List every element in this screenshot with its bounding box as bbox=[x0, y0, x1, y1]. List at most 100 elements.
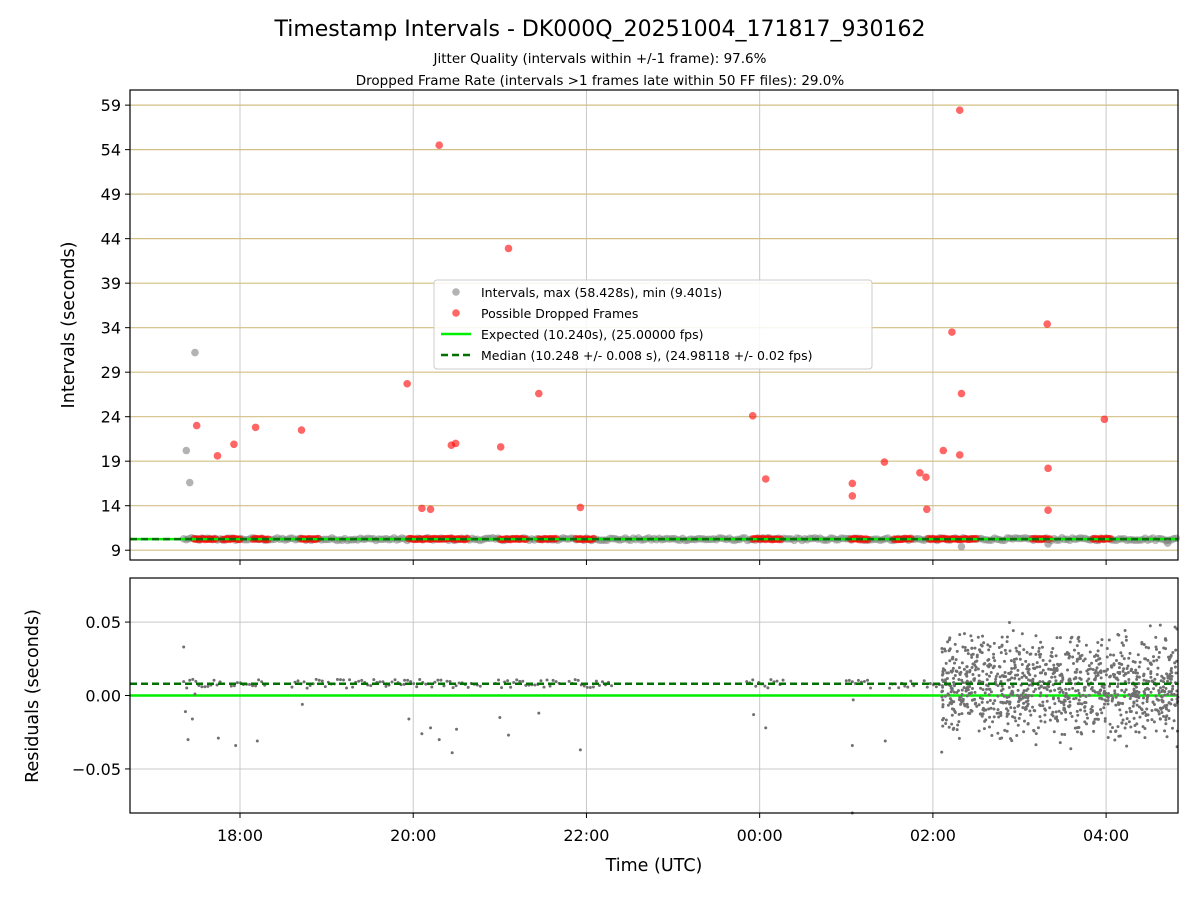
residual-point bbox=[1098, 657, 1102, 661]
residual-point bbox=[928, 682, 932, 686]
residual-point bbox=[1173, 661, 1177, 665]
dropped-frame-point bbox=[1044, 506, 1052, 514]
residual-point bbox=[970, 655, 974, 659]
residual-point bbox=[1081, 659, 1085, 663]
residual-point bbox=[345, 686, 349, 690]
intervals-y-tick-label: 24 bbox=[101, 408, 121, 427]
residual-point bbox=[1025, 650, 1029, 654]
dropped-frame-point bbox=[948, 328, 956, 336]
residual-point bbox=[1151, 655, 1155, 659]
residual-point bbox=[1029, 713, 1033, 717]
residual-point bbox=[200, 685, 204, 689]
residual-point bbox=[1015, 734, 1019, 738]
residual-point bbox=[1110, 726, 1114, 730]
residual-point bbox=[975, 655, 979, 659]
residual-point bbox=[992, 656, 996, 660]
residual-point bbox=[1045, 699, 1049, 703]
residual-point bbox=[1174, 648, 1178, 652]
residual-point bbox=[1059, 680, 1063, 684]
residual-point bbox=[302, 680, 306, 684]
residuals-y-tick-label: −0.05 bbox=[72, 760, 121, 779]
dropped-frame-point bbox=[955, 106, 964, 115]
residual-point bbox=[1026, 702, 1030, 706]
residual-point bbox=[1137, 705, 1141, 709]
residual-point bbox=[754, 684, 758, 688]
residual-point bbox=[182, 680, 186, 684]
residual-point bbox=[1070, 715, 1074, 719]
residual-point bbox=[1169, 689, 1173, 693]
residual-point bbox=[1093, 717, 1097, 721]
residual-point bbox=[1084, 643, 1088, 647]
residual-point bbox=[1131, 671, 1135, 675]
residual-point bbox=[970, 698, 974, 702]
residual-point bbox=[1061, 678, 1065, 682]
residual-point bbox=[348, 678, 352, 682]
residual-point bbox=[445, 679, 449, 683]
residual-point bbox=[1134, 671, 1138, 675]
residual-point bbox=[1105, 655, 1109, 659]
residual-point bbox=[940, 690, 944, 694]
residual-point bbox=[1020, 675, 1024, 679]
dropped-frame-point bbox=[535, 389, 543, 398]
residual-point bbox=[1154, 647, 1158, 651]
residual-point bbox=[1140, 708, 1144, 712]
residual-point bbox=[1069, 747, 1073, 751]
legend-median: Median (10.248 +/- 0.008 s), (24.98118 +… bbox=[481, 348, 812, 363]
residual-point bbox=[944, 718, 948, 722]
residual-point bbox=[1158, 686, 1162, 690]
residual-point bbox=[950, 707, 954, 711]
residual-point bbox=[1100, 697, 1104, 701]
residual-point bbox=[1031, 663, 1035, 667]
residual-point bbox=[988, 687, 992, 691]
residual-point bbox=[1013, 716, 1017, 720]
residual-point bbox=[567, 679, 571, 683]
residual-point bbox=[1138, 660, 1142, 664]
residual-point bbox=[1121, 669, 1125, 673]
residual-point bbox=[1014, 673, 1018, 677]
residual-point bbox=[752, 713, 756, 717]
residual-point bbox=[369, 684, 373, 688]
dropped-frame-point bbox=[1100, 415, 1109, 424]
residual-point bbox=[1147, 687, 1151, 691]
residual-point bbox=[957, 666, 961, 670]
residual-point bbox=[1165, 672, 1169, 676]
residual-point bbox=[1133, 692, 1137, 696]
residual-point bbox=[1095, 666, 1099, 670]
residual-point bbox=[1060, 688, 1064, 692]
x-tick-label: 18:00 bbox=[217, 826, 263, 845]
residual-point bbox=[1032, 666, 1036, 670]
residual-point bbox=[959, 699, 963, 703]
residual-point bbox=[1099, 676, 1103, 680]
residual-point bbox=[290, 685, 294, 689]
residual-point bbox=[1121, 643, 1125, 647]
residual-point bbox=[958, 633, 962, 637]
residual-point bbox=[1038, 655, 1042, 659]
dropped-frame-point bbox=[496, 443, 505, 451]
residual-point bbox=[1061, 690, 1065, 694]
residual-point bbox=[1170, 692, 1174, 696]
residual-point bbox=[1120, 688, 1124, 692]
residual-point bbox=[985, 687, 989, 691]
residual-point bbox=[844, 679, 848, 683]
residual-point bbox=[1080, 702, 1084, 706]
residual-point bbox=[1145, 679, 1149, 683]
residual-point bbox=[970, 686, 974, 690]
residual-point bbox=[1116, 685, 1120, 689]
residual-point bbox=[1129, 667, 1133, 671]
residual-point bbox=[1157, 691, 1161, 695]
residual-point bbox=[1017, 651, 1021, 655]
residual-point bbox=[1021, 706, 1025, 710]
residual-point bbox=[1142, 696, 1146, 700]
residual-point bbox=[988, 715, 992, 719]
residual-point bbox=[1157, 688, 1161, 692]
residual-point bbox=[554, 680, 558, 684]
residual-point bbox=[1156, 666, 1160, 670]
residual-point bbox=[977, 729, 981, 733]
residual-point bbox=[991, 702, 995, 706]
residual-point bbox=[1032, 728, 1036, 732]
residual-point bbox=[1031, 677, 1035, 681]
residual-point bbox=[360, 678, 364, 682]
residual-point bbox=[1022, 701, 1026, 705]
residual-point bbox=[1100, 711, 1104, 715]
residual-point bbox=[216, 736, 220, 740]
